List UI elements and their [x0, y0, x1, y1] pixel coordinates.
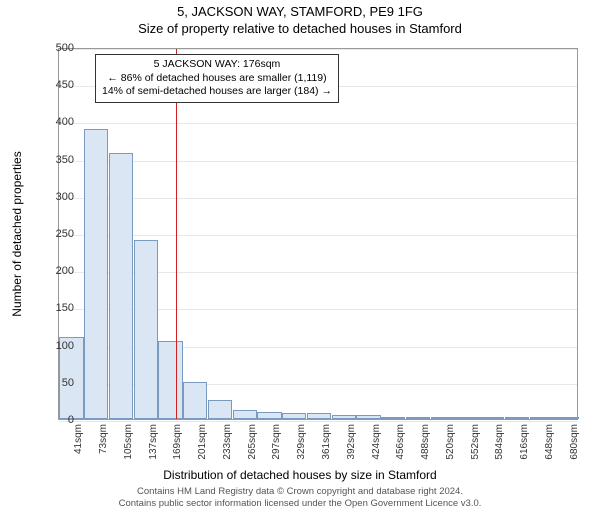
x-axis-label: Distribution of detached houses by size …	[0, 468, 600, 482]
address-title: 5, JACKSON WAY, STAMFORD, PE9 1FG	[0, 4, 600, 19]
x-tick-label: 297sqm	[271, 424, 282, 460]
x-tick-label: 265sqm	[247, 424, 258, 460]
gridline	[59, 421, 577, 422]
x-tick-label: 456sqm	[395, 424, 406, 460]
histogram-bar	[431, 417, 455, 419]
x-tick-label: 233sqm	[222, 424, 233, 460]
y-tick-label: 400	[56, 116, 74, 128]
x-tick-label: 361sqm	[321, 424, 332, 460]
chart-subtitle: Size of property relative to detached ho…	[0, 21, 600, 36]
histogram-bar	[282, 413, 306, 419]
histogram-bar	[134, 240, 158, 419]
x-tick-label: 680sqm	[569, 424, 580, 460]
reference-line	[176, 49, 177, 419]
histogram-bar	[233, 410, 257, 419]
x-tick-label: 137sqm	[148, 424, 159, 460]
histogram-bar	[455, 417, 479, 419]
histogram-bar	[530, 417, 554, 419]
annotation-line-1: 5 JACKSON WAY: 176sqm	[102, 58, 332, 72]
x-tick-label: 520sqm	[445, 424, 456, 460]
histogram-bar	[84, 129, 108, 419]
attribution-line-1: Contains HM Land Registry data © Crown c…	[0, 486, 600, 497]
chart-area: 5 JACKSON WAY: 176sqm ← 86% of detached …	[58, 48, 578, 420]
y-tick-label: 100	[56, 340, 74, 352]
histogram-bar	[208, 400, 232, 419]
x-tick-label: 169sqm	[172, 424, 183, 460]
histogram-bar	[505, 417, 529, 419]
y-tick-label: 350	[56, 154, 74, 166]
histogram-bar	[257, 412, 281, 419]
gridline	[59, 198, 577, 199]
histogram-bar	[406, 417, 430, 419]
histogram-bar	[109, 153, 133, 419]
y-tick-label: 50	[62, 377, 74, 389]
x-tick-label: 73sqm	[98, 424, 109, 454]
x-tick-label: 488sqm	[420, 424, 431, 460]
annotation-line-2: ← 86% of detached houses are smaller (1,…	[102, 72, 332, 86]
gridline	[59, 49, 577, 50]
x-tick-label: 105sqm	[123, 424, 134, 460]
histogram-bar	[183, 382, 207, 419]
histogram-bar	[307, 413, 331, 419]
y-axis-label: Number of detached properties	[10, 151, 24, 316]
y-tick-label: 500	[56, 42, 74, 54]
gridline	[59, 235, 577, 236]
x-tick-label: 201sqm	[197, 424, 208, 460]
plot-region	[58, 48, 578, 420]
annotation-box: 5 JACKSON WAY: 176sqm ← 86% of detached …	[95, 54, 339, 103]
y-tick-label: 150	[56, 302, 74, 314]
x-tick-label: 392sqm	[346, 424, 357, 460]
histogram-bar	[332, 415, 356, 419]
x-tick-label: 552sqm	[470, 424, 481, 460]
y-tick-label: 200	[56, 265, 74, 277]
histogram-bar	[554, 417, 578, 419]
x-tick-label: 424sqm	[371, 424, 382, 460]
y-tick-label: 250	[56, 228, 74, 240]
gridline	[59, 161, 577, 162]
histogram-bar	[381, 417, 405, 419]
histogram-bar	[158, 341, 182, 419]
y-tick-label: 300	[56, 191, 74, 203]
gridline	[59, 123, 577, 124]
y-tick-label: 450	[56, 79, 74, 91]
x-tick-label: 648sqm	[544, 424, 555, 460]
x-tick-label: 329sqm	[296, 424, 307, 460]
x-tick-label: 41sqm	[73, 424, 84, 454]
x-tick-label: 584sqm	[494, 424, 505, 460]
x-tick-label: 616sqm	[519, 424, 530, 460]
histogram-bar	[480, 417, 504, 419]
annotation-line-3: 14% of semi-detached houses are larger (…	[102, 85, 332, 99]
histogram-bar	[356, 415, 380, 419]
